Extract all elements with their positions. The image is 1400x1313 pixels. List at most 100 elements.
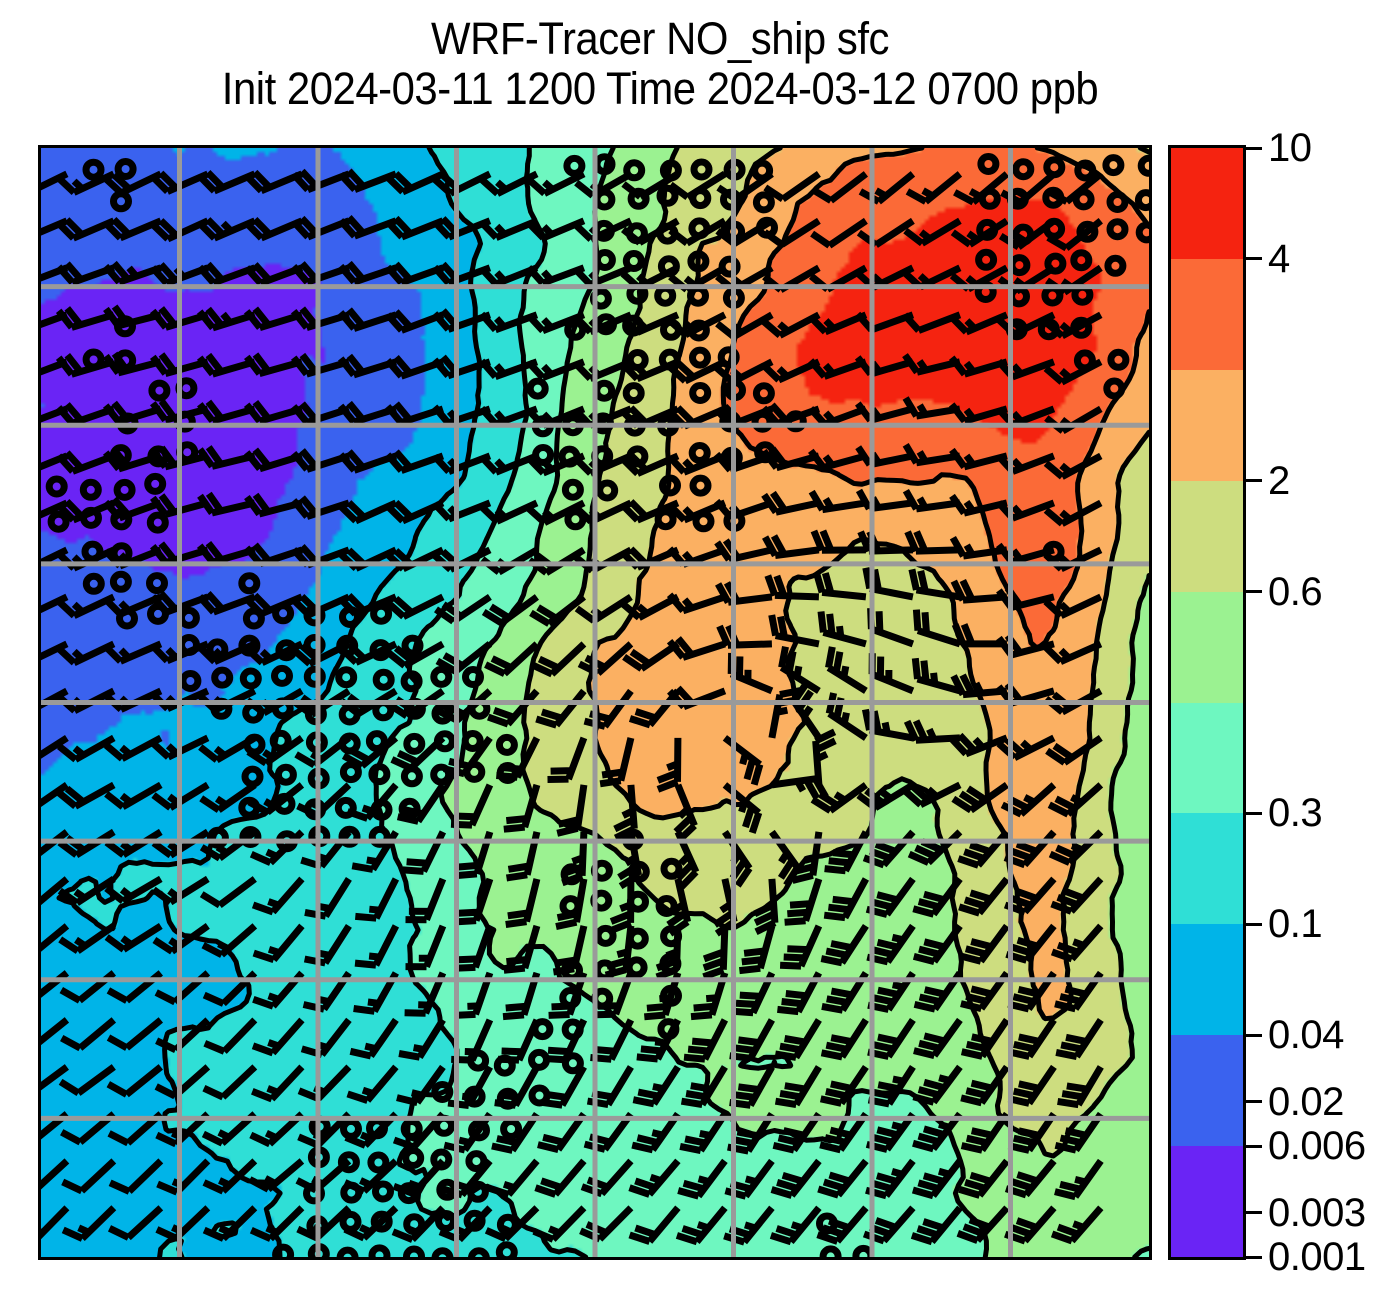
wind-barb: [865, 876, 916, 918]
wind-barb: [702, 925, 729, 981]
wind-barb: [908, 568, 961, 601]
wind-barb: [810, 782, 868, 814]
colorbar-tick: [1246, 257, 1262, 261]
wind-barb: [343, 1205, 399, 1242]
wind-barb: [534, 1158, 587, 1198]
stipple-dot: [435, 1210, 457, 1232]
stipple-dot: [431, 1247, 454, 1257]
colorbar-band: [1171, 479, 1243, 592]
wind-barb: [1046, 171, 1104, 205]
wind-barb: [540, 1065, 587, 1109]
wind-barb: [820, 923, 869, 967]
colorbar-band: [1171, 701, 1243, 814]
colorbar-strip[interactable]: [1168, 145, 1246, 1260]
stipple-dot: [430, 763, 453, 786]
wind-barb: [544, 1018, 588, 1064]
wind-barb: [768, 687, 802, 739]
wind-barb: [41, 829, 70, 857]
wind-barb: [791, 682, 822, 740]
colorbar-band: [1171, 368, 1243, 481]
wind-barb: [861, 708, 914, 742]
wind-barb: [246, 735, 304, 767]
wind-barb: [819, 1111, 869, 1154]
wind-barb: [951, 782, 1009, 814]
wind-barb: [779, 924, 823, 970]
colorbar-tick-label: 0.006: [1268, 1124, 1366, 1169]
wind-barb: [41, 876, 70, 906]
stipple-dot: [752, 191, 775, 214]
wind-barb: [151, 875, 210, 906]
stipple-dot: [368, 1244, 391, 1257]
map-canvas: [41, 148, 1149, 1257]
wind-barb: [1050, 876, 1104, 915]
stipple-dot: [495, 733, 518, 756]
map-plot-area[interactable]: [38, 145, 1152, 1260]
wind-barb: [197, 491, 256, 517]
stipple-dot: [367, 1151, 390, 1174]
wind-barb: [867, 1065, 916, 1108]
wind-barb: [104, 875, 163, 905]
wind-barb: [197, 640, 257, 665]
wind-barb: [957, 829, 1010, 869]
wind-barb: [960, 970, 1010, 1012]
wind-barb: [505, 878, 541, 928]
stipple-dot: [337, 1151, 360, 1174]
stipple-dot: [271, 664, 293, 687]
wind-barb: [667, 311, 727, 338]
wind-barb: [666, 592, 727, 615]
wind-barb: [666, 636, 726, 661]
wind-barb: [405, 924, 447, 971]
wind-barb: [753, 878, 779, 935]
wind-barb: [55, 353, 115, 378]
stipple-dot: [689, 474, 712, 497]
wind-barb: [825, 646, 868, 694]
stipple-dot: [462, 666, 484, 688]
wind-barb: [960, 1111, 1010, 1154]
wind-barb: [683, 1018, 729, 1063]
stipple-dot: [339, 761, 362, 784]
wind-barb: [774, 1018, 822, 1061]
wind-barb: [821, 971, 869, 1014]
wind-barb: [867, 970, 916, 1013]
wind-barb: [867, 1017, 916, 1060]
wind-barb: [503, 783, 541, 833]
stipple-dot: [717, 346, 740, 369]
wind-barb: [778, 646, 821, 694]
colorbar-band: [1171, 812, 1243, 925]
wind-barb: [632, 1064, 681, 1108]
wind-barb: [1004, 1158, 1057, 1199]
wind-barb: [823, 877, 869, 922]
wind-barb: [390, 735, 446, 772]
wind-barb: [57, 734, 116, 763]
map-gridlines: [41, 148, 1149, 1257]
stipple-dot: [400, 670, 423, 693]
wind-barb: [722, 782, 763, 834]
wind-barb: [396, 1064, 446, 1106]
wind-barb: [304, 877, 352, 920]
wind-barb: [1043, 640, 1103, 665]
wind-barb: [149, 262, 210, 287]
wind-barb: [346, 782, 399, 822]
stipple-dot: [659, 474, 681, 497]
wind-barb: [202, 1205, 258, 1242]
stipple-dot: [403, 1245, 425, 1257]
wind-barb: [958, 1158, 1010, 1199]
stipple-dot: [596, 479, 619, 502]
wind-barb: [203, 1017, 258, 1055]
wind-barb: [496, 736, 541, 781]
stipple-dot: [1070, 249, 1093, 272]
wind-barb: [1050, 923, 1104, 963]
wind-barb: [398, 1018, 446, 1061]
wind-barb: [902, 488, 961, 513]
wind-barb: [346, 1064, 399, 1104]
wind-barb: [865, 1111, 916, 1153]
stipple-dot: [146, 572, 168, 595]
wind-barb: [912, 1064, 963, 1106]
stipple-dot: [372, 668, 395, 691]
wind-barb: [950, 673, 1008, 699]
wind-barb: [679, 1111, 728, 1155]
stipple-dot: [239, 667, 262, 690]
wind-barb: [1054, 1111, 1104, 1154]
colorbar-tick-label: 10: [1268, 126, 1312, 170]
wind-barb: [41, 923, 70, 952]
